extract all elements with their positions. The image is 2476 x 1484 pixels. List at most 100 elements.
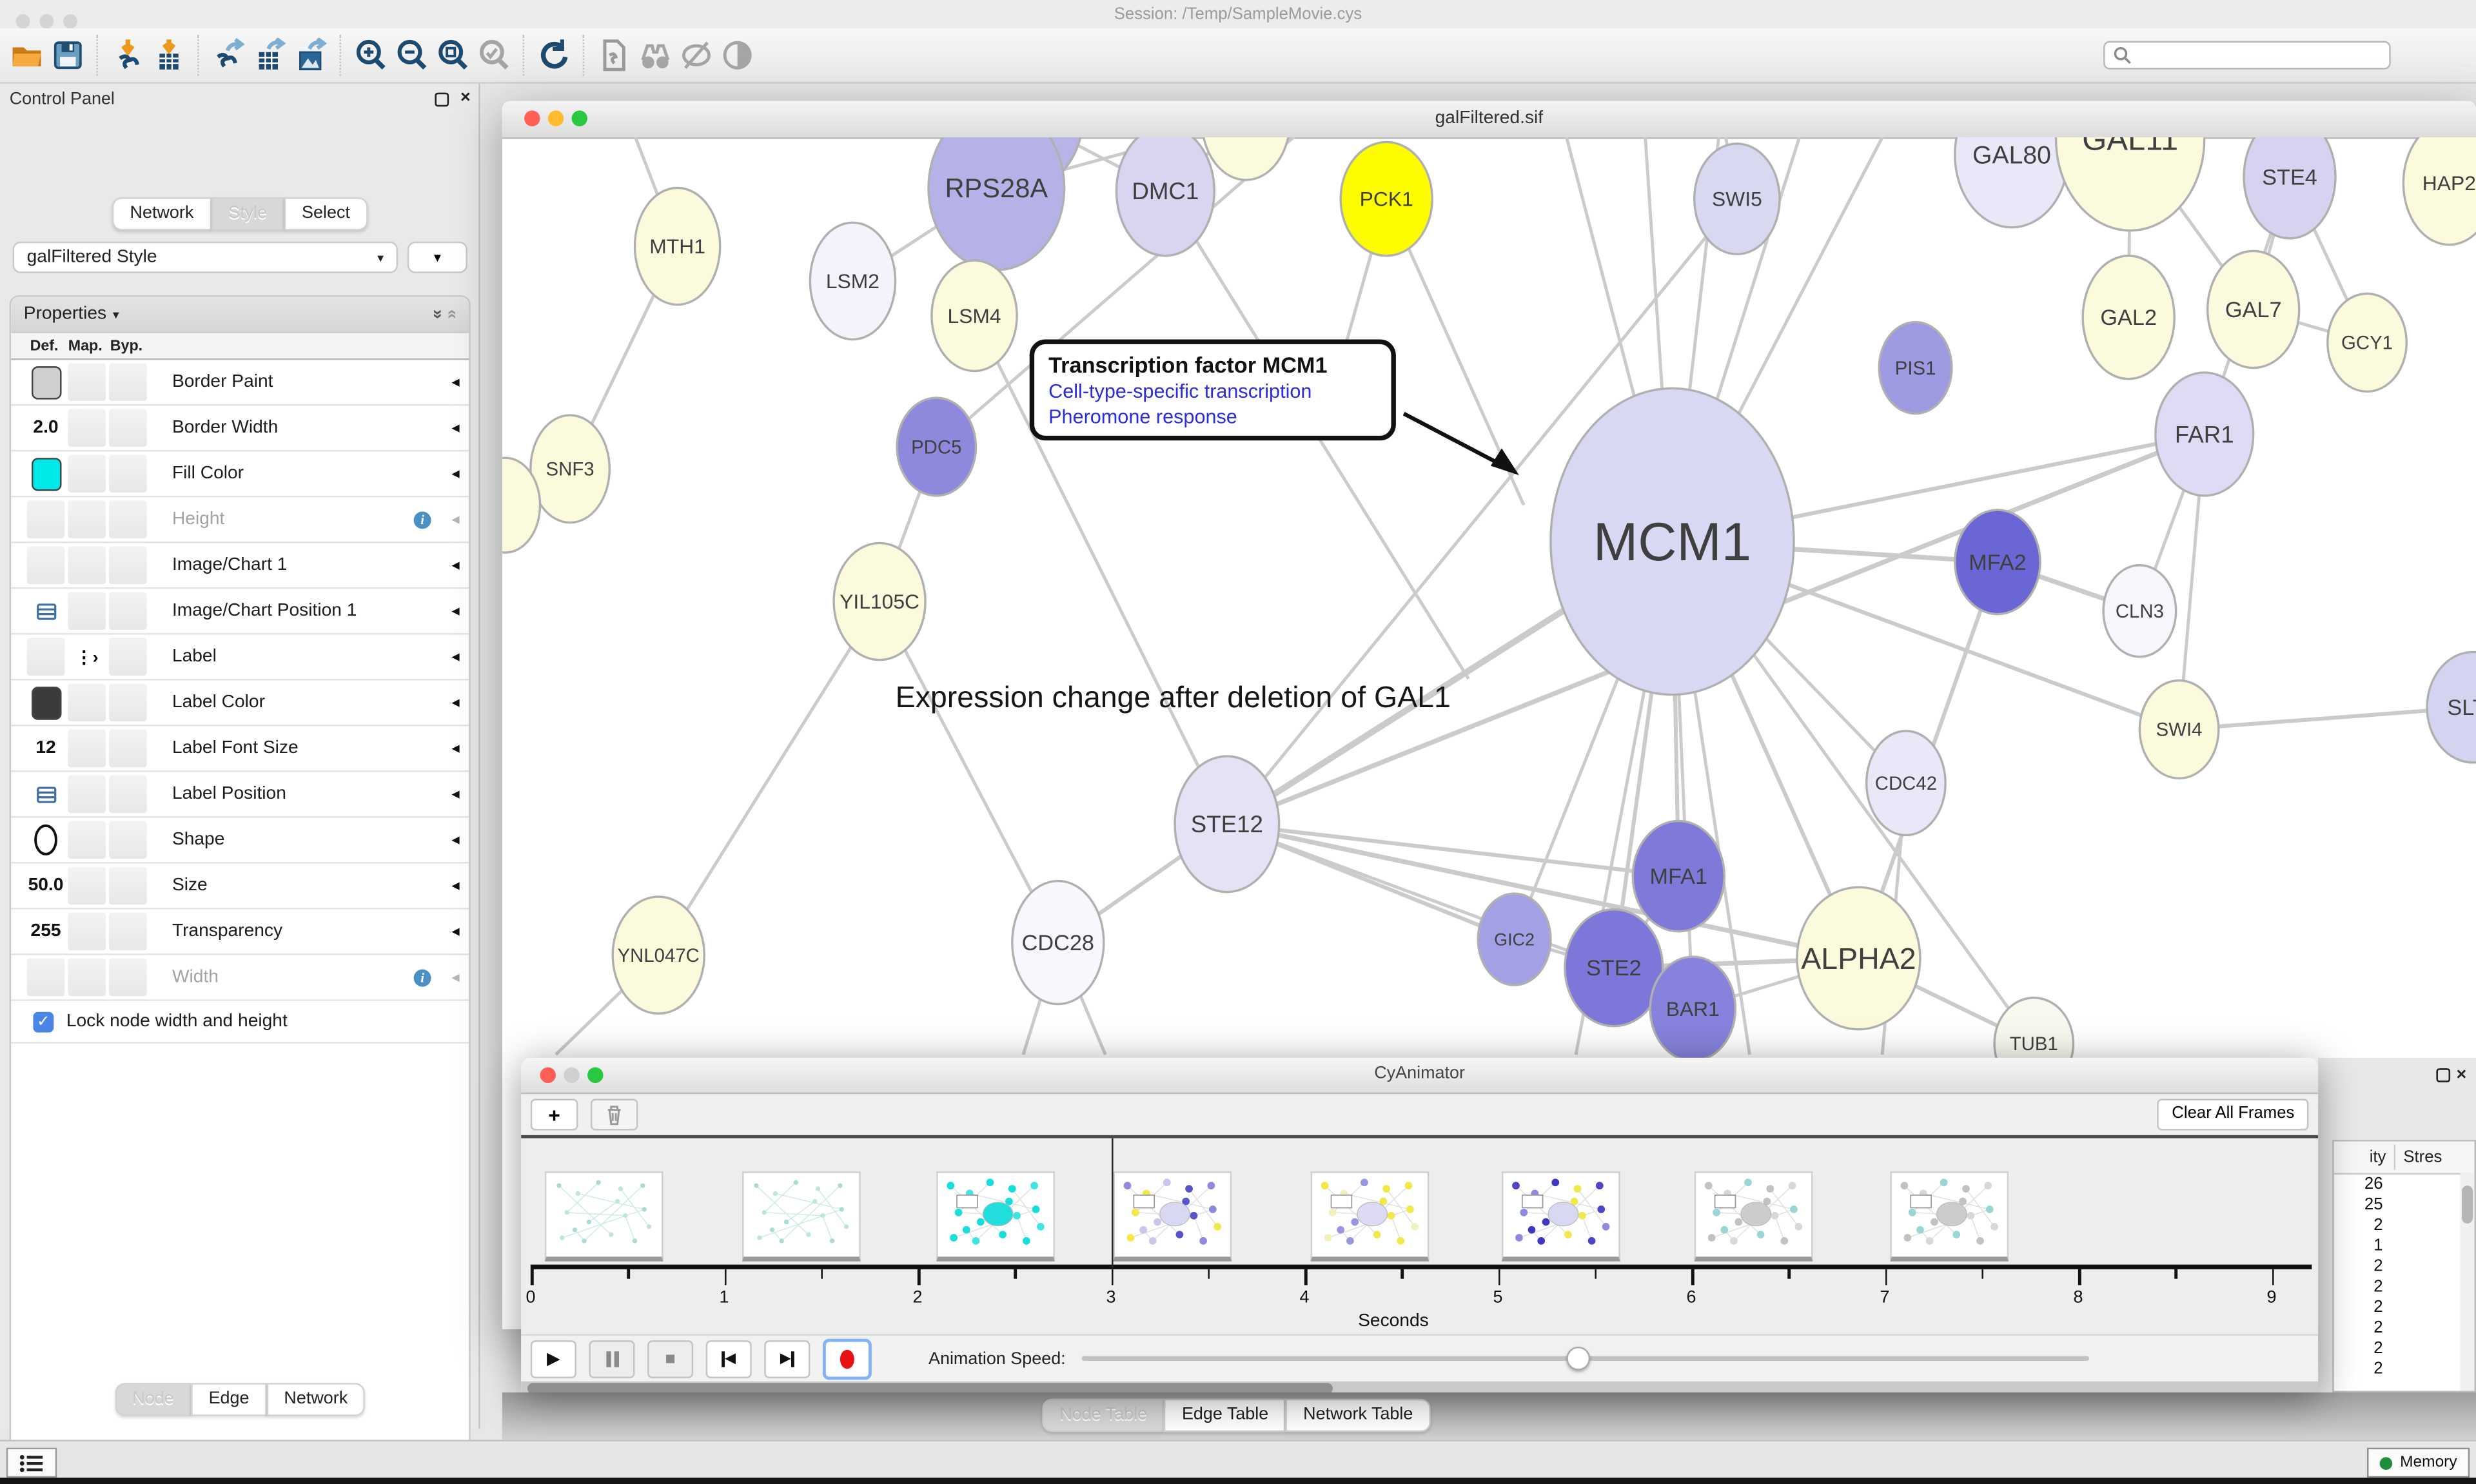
keyframe-thumbnail-frame-4s[interactable] bbox=[1310, 1171, 1430, 1262]
graph-node-GIC2[interactable] bbox=[1477, 892, 1552, 986]
graph-node-GAL7[interactable] bbox=[2206, 249, 2301, 369]
mapping-cell[interactable] bbox=[68, 775, 106, 814]
minimize-window-icon[interactable] bbox=[564, 1067, 580, 1084]
import-network-icon[interactable] bbox=[108, 35, 149, 76]
export-table-icon[interactable] bbox=[250, 35, 291, 76]
search-input[interactable] bbox=[2132, 44, 2375, 66]
default-value-cell[interactable]: 50.0 bbox=[26, 866, 65, 905]
table-cell-value[interactable]: 2 bbox=[2373, 1277, 2383, 1296]
graph-node-DCP1[interactable] bbox=[1202, 137, 1290, 181]
graph-node-ALPHA2[interactable] bbox=[1796, 886, 1921, 1031]
cyanimator-titlebar[interactable]: CyAnimator bbox=[521, 1057, 2319, 1095]
minimize-window-icon[interactable] bbox=[547, 110, 564, 126]
bypass-cell[interactable] bbox=[108, 592, 147, 630]
default-value-cell[interactable] bbox=[26, 958, 65, 997]
keyframe-thumbnail-frame-1s[interactable] bbox=[742, 1171, 861, 1262]
graph-node-SWI4[interactable] bbox=[2138, 679, 2220, 780]
keyframe-thumbnail-frame-6s[interactable] bbox=[1694, 1171, 1813, 1262]
default-value-cell[interactable] bbox=[26, 500, 65, 539]
zoom-actual-size-icon[interactable] bbox=[433, 35, 474, 76]
property-row-image-chart-position-1[interactable]: Image/Chart Position 1 ◂ bbox=[11, 589, 469, 635]
property-row-fill-color[interactable]: Fill Color ◂ bbox=[11, 451, 469, 498]
info-icon[interactable]: i bbox=[413, 968, 431, 986]
table-cell-value[interactable]: 2 bbox=[2373, 1215, 2383, 1235]
property-row-label-position[interactable]: Label Position ◂ bbox=[11, 772, 469, 818]
record-button[interactable] bbox=[822, 1338, 872, 1380]
keyframe-thumbnail-frame-0s[interactable] bbox=[544, 1171, 663, 1262]
table-cell-value[interactable]: 25 bbox=[2364, 1195, 2383, 1215]
tab-network-style[interactable]: Network bbox=[266, 1383, 366, 1416]
network-window-titlebar[interactable]: galFiltered.sif bbox=[502, 101, 2476, 139]
default-value-cell[interactable] bbox=[26, 683, 65, 722]
annotation-link[interactable]: Cell-type-specific transcription bbox=[1048, 380, 1312, 403]
graph-node-GAL11[interactable] bbox=[2054, 137, 2206, 232]
annotation-callout[interactable]: Transcription factor MCM1 Cell-type-spec… bbox=[1029, 339, 1396, 441]
graph-node-SLT2[interactable] bbox=[2426, 650, 2476, 764]
graph-node-SNF3[interactable] bbox=[529, 414, 611, 524]
mapping-cell[interactable] bbox=[68, 363, 106, 402]
bypass-cell[interactable] bbox=[108, 363, 147, 402]
bypass-cell[interactable] bbox=[108, 912, 147, 951]
graph-edge[interactable] bbox=[1226, 822, 1679, 879]
mapping-cell[interactable] bbox=[68, 912, 106, 951]
graph-edge[interactable] bbox=[2179, 705, 2473, 732]
expand-property-icon[interactable]: ◂ bbox=[451, 785, 460, 803]
mapping-cell[interactable] bbox=[68, 454, 106, 493]
slider-thumb[interactable] bbox=[1566, 1346, 1590, 1371]
default-value-cell[interactable]: 2.0 bbox=[26, 409, 65, 447]
graph-node-DMC1[interactable] bbox=[1115, 137, 1215, 257]
graph-edge[interactable] bbox=[1225, 198, 1738, 825]
graph-node-CDC42[interactable] bbox=[1865, 730, 1947, 837]
property-row-shape[interactable]: Shape ◂ bbox=[11, 818, 469, 864]
table-cell-value[interactable]: 1 bbox=[2373, 1236, 2383, 1255]
graph-node-HAP2[interactable] bbox=[2402, 137, 2476, 246]
delete-frame-button[interactable] bbox=[590, 1098, 638, 1131]
table-cell-value[interactable]: 2 bbox=[2373, 1318, 2383, 1338]
zoom-out-icon[interactable] bbox=[391, 35, 433, 76]
lock-node-size-row[interactable]: ✓ Lock node width and height bbox=[11, 1001, 469, 1044]
float-panel-icon[interactable]: ▢ bbox=[433, 90, 450, 109]
window-traffic-lights[interactable] bbox=[15, 8, 86, 36]
graph-node-CLN3[interactable] bbox=[2102, 564, 2177, 658]
graph-node-PCK1[interactable] bbox=[1339, 141, 1433, 257]
graph-node-PDC5[interactable] bbox=[896, 396, 978, 497]
mapping-cell[interactable] bbox=[68, 409, 106, 447]
default-value-cell[interactable] bbox=[26, 775, 65, 814]
default-value-cell[interactable] bbox=[26, 454, 65, 493]
mapping-cell[interactable] bbox=[68, 866, 106, 905]
table-cell-value[interactable]: 2 bbox=[2373, 1298, 2383, 1317]
refresh-icon[interactable] bbox=[534, 35, 575, 76]
bypass-cell[interactable] bbox=[108, 775, 147, 814]
mapping-cell[interactable] bbox=[68, 683, 106, 722]
graph-node-LSM4[interactable] bbox=[930, 259, 1018, 373]
bypass-cell[interactable] bbox=[108, 866, 147, 905]
default-value-cell[interactable] bbox=[26, 546, 65, 585]
animation-speed-slider[interactable] bbox=[1081, 1346, 2089, 1371]
style-dropdown[interactable]: galFiltered Style ▾ bbox=[12, 241, 398, 273]
default-value-cell[interactable] bbox=[26, 363, 65, 402]
save-session-icon[interactable] bbox=[47, 35, 88, 76]
zoom-in-icon[interactable] bbox=[351, 35, 392, 76]
expand-property-icon[interactable]: ◂ bbox=[451, 419, 460, 437]
graph-node-partial[interactable] bbox=[502, 456, 542, 554]
mapping-cell[interactable] bbox=[68, 958, 106, 997]
graph-node-MFA2[interactable] bbox=[1954, 509, 2041, 616]
graph-edge[interactable] bbox=[972, 315, 1229, 825]
expand-property-icon[interactable]: ◂ bbox=[451, 373, 460, 391]
properties-header[interactable]: Properties ▾ » » bbox=[11, 297, 469, 333]
close-panel-icon[interactable]: × bbox=[460, 88, 471, 108]
binoculars-icon[interactable] bbox=[634, 35, 676, 76]
memory-button[interactable]: Memory bbox=[2366, 1447, 2470, 1478]
graph-node-FAR1[interactable] bbox=[2154, 371, 2255, 497]
bypass-cell[interactable] bbox=[108, 546, 147, 585]
default-value-cell[interactable] bbox=[26, 592, 65, 630]
graph-edge[interactable] bbox=[1226, 821, 1860, 961]
graph-edge[interactable] bbox=[878, 600, 1059, 944]
expand-property-icon[interactable]: ◂ bbox=[451, 602, 460, 620]
property-row-label-font-size[interactable]: 12 Label Font Size ◂ bbox=[11, 727, 469, 772]
keyframe-thumbnail-frame-3s[interactable] bbox=[1113, 1171, 1232, 1262]
property-row-image-chart-1[interactable]: Image/Chart 1 ◂ bbox=[11, 543, 469, 589]
expand-property-icon[interactable]: ◂ bbox=[451, 739, 460, 757]
graph-node-PIS1[interactable] bbox=[1878, 320, 1953, 415]
bypass-cell[interactable] bbox=[108, 454, 147, 493]
